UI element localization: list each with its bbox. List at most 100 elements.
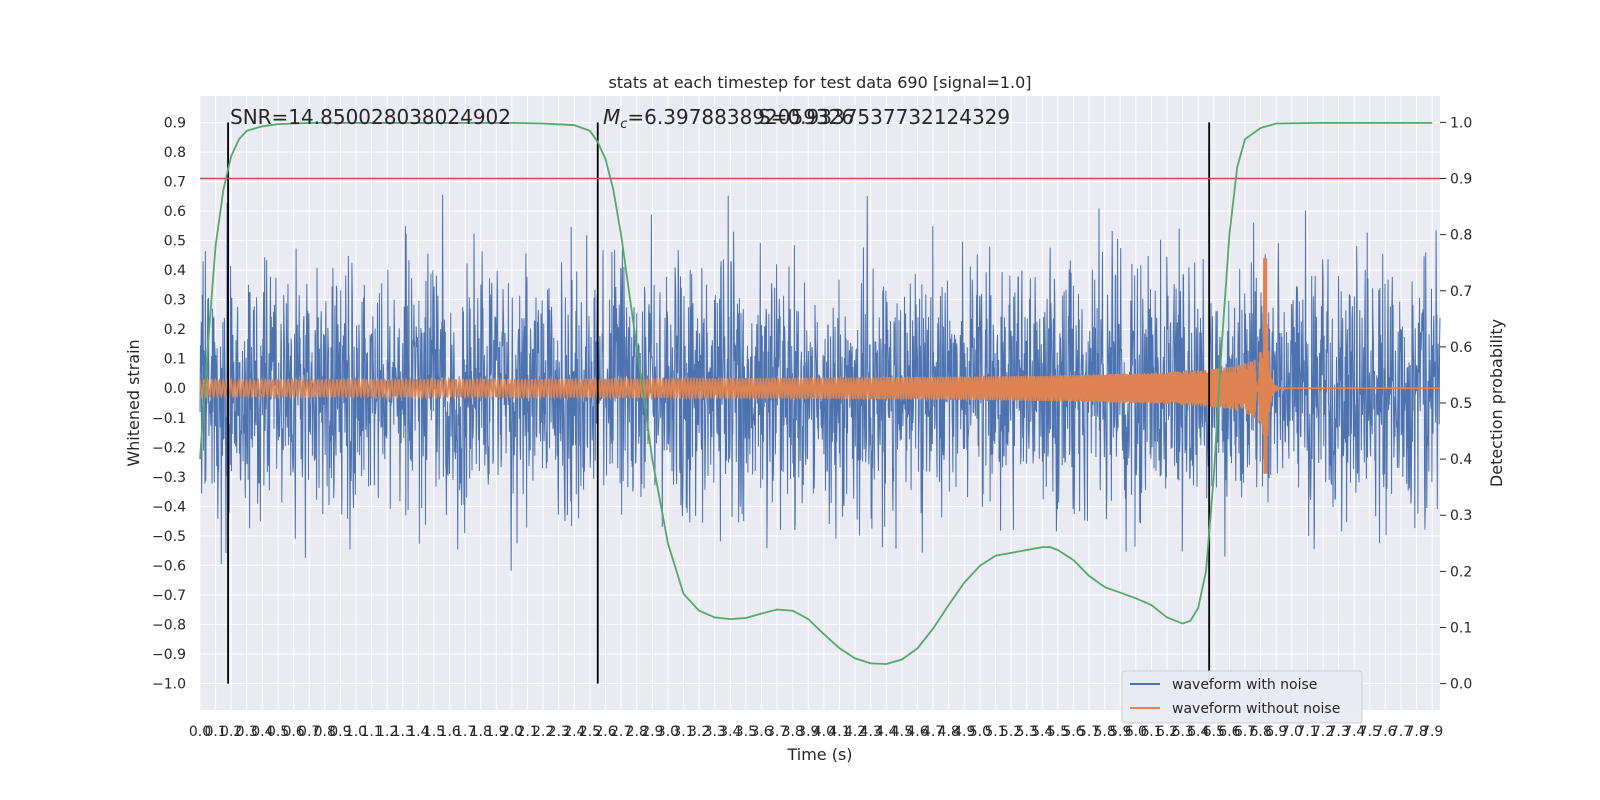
- x-tick-label-77: 7.7: [1390, 724, 1412, 740]
- chirp-mass-symbol: M: [603, 105, 620, 129]
- legend-label-clean: waveform without noise: [1172, 701, 1340, 717]
- right-tick-label-6: 0.6: [1450, 340, 1472, 356]
- series-waveform-without-noise: [199, 258, 1440, 474]
- x-tick-label-49: 4.9: [953, 724, 975, 740]
- x-tick-label-76: 7.6: [1374, 724, 1396, 740]
- x-tick-label-67: 6.7: [1234, 724, 1256, 740]
- left-tick-label-4: −0.6: [152, 558, 186, 574]
- x-tick-label-27: 2.7: [610, 724, 632, 740]
- legend-label-noise: waveform with noise: [1172, 677, 1317, 693]
- x-tick-label-57: 5.7: [1078, 724, 1100, 740]
- right-tick-label-1: 0.1: [1450, 620, 1472, 636]
- x-tick-label-9: 0.9: [329, 724, 351, 740]
- x-tick-label-26: 2.6: [594, 724, 616, 740]
- x-tick-label-11: 1.1: [360, 724, 382, 740]
- x-tick-label-63: 6.3: [1172, 724, 1194, 740]
- x-tick-label-60: 6.0: [1125, 724, 1147, 740]
- x-tick-label-10: 1.0: [345, 724, 367, 740]
- right-tick-label-7: 0.7: [1450, 284, 1472, 300]
- x-tick-label-6: 0.6: [282, 724, 304, 740]
- left-tick-label-8: −0.2: [152, 440, 186, 456]
- left-y-ticks: −1.0 −0.9 −0.8 −0.7 −0.6 −0.5 −0.4 −0.3 −0.2 −0.1…: [152, 116, 186, 693]
- x-tick-label-64: 6.4: [1187, 724, 1209, 740]
- left-tick-label-3: −0.7: [152, 588, 186, 604]
- x-tick-label-59: 5.9: [1109, 724, 1131, 740]
- left-tick-label-6: −0.4: [152, 499, 186, 515]
- x-tick-label-43: 4.3: [860, 724, 882, 740]
- x-tick-label-15: 1.5: [423, 724, 445, 740]
- x-tick-label-29: 2.9: [641, 724, 663, 740]
- x-tick-label-19: 1.9: [485, 724, 507, 740]
- probability-line: [199, 122, 1433, 665]
- x-tick-label-40: 4.0: [813, 724, 835, 740]
- x-tick-label-38: 3.8: [782, 724, 804, 740]
- legend-box: [1121, 670, 1363, 724]
- x-ticks: 0.00.10.20.30.40.50.60.70.80.91.01.11.21…: [189, 724, 1443, 740]
- x-tick-label-75: 7.5: [1359, 724, 1381, 740]
- x-tick-label-18: 1.8: [470, 724, 492, 740]
- left-tick-label-16: 0.6: [164, 204, 186, 220]
- x-tick-label-52: 5.2: [1000, 724, 1022, 740]
- x-tick-label-24: 2.4: [563, 724, 585, 740]
- x-tick-label-17: 1.7: [454, 724, 476, 740]
- x-tick-label-0: 0.0: [189, 724, 211, 740]
- x-tick-label-69: 6.9: [1265, 724, 1287, 740]
- left-tick-label-9: −0.1: [152, 411, 186, 427]
- right-y-ticks: 0.0 0.1 0.2 0.3 0.4 0.5 0.6 0.7 0.8 0.9 1.0: [1440, 115, 1472, 693]
- left-tick-label-2: −0.8: [152, 617, 186, 633]
- left-tick-label-15: 0.5: [164, 234, 186, 250]
- x-tick-label-8: 0.8: [314, 724, 336, 740]
- x-tick-label-36: 3.6: [750, 724, 772, 740]
- x-tick-label-22: 2.2: [532, 724, 554, 740]
- x-tick-label-62: 6.2: [1156, 724, 1178, 740]
- left-tick-label-5: −0.5: [152, 529, 186, 545]
- left-tick-label-13: 0.3: [164, 293, 186, 309]
- x-tick-label-56: 5.6: [1062, 724, 1084, 740]
- x-tick-label-5: 0.5: [267, 724, 289, 740]
- left-tick-label-19: 0.9: [164, 116, 186, 132]
- x-tick-label-71: 7.1: [1296, 724, 1318, 740]
- left-tick-label-17: 0.7: [164, 175, 186, 191]
- x-tick-label-4: 0.4: [251, 724, 273, 740]
- left-tick-label-14: 0.4: [164, 263, 186, 279]
- snr-annotation: SNR=14.850028038024902: [230, 105, 511, 129]
- x-tick-label-34: 3.4: [719, 724, 741, 740]
- x-tick-label-35: 3.5: [735, 724, 757, 740]
- chart-title: stats at each timestep for test data 690…: [608, 73, 1031, 92]
- x-tick-label-28: 2.8: [626, 724, 648, 740]
- x-tick-label-73: 7.3: [1327, 724, 1349, 740]
- x-tick-label-74: 7.4: [1343, 724, 1365, 740]
- right-tick-label-2: 0.2: [1450, 564, 1472, 580]
- x-tick-label-66: 6.6: [1218, 724, 1240, 740]
- chirp-mass-annotation: Mc=6.397883892059326: [603, 105, 854, 132]
- x-tick-label-41: 4.1: [828, 724, 850, 740]
- x-tick-label-12: 1.2: [376, 724, 398, 740]
- x-tick-label-53: 5.3: [1016, 724, 1038, 740]
- x-tick-label-50: 5.0: [969, 724, 991, 740]
- x-tick-label-72: 7.2: [1312, 724, 1334, 740]
- left-tick-label-10: 0.0: [164, 381, 186, 397]
- left-tick-label-12: 0.2: [164, 322, 186, 338]
- x-tick-label-48: 4.8: [938, 724, 960, 740]
- x-tick-label-13: 1.3: [392, 724, 414, 740]
- right-tick-label-0: 0.0: [1450, 677, 1472, 693]
- left-tick-label-7: −0.3: [152, 470, 186, 486]
- x-tick-label-3: 0.3: [236, 724, 258, 740]
- vertical-markers: [227, 122, 1211, 684]
- x-tick-label-54: 5.4: [1031, 724, 1053, 740]
- clean-line: [199, 258, 1440, 474]
- x-tick-label-65: 6.5: [1203, 724, 1225, 740]
- x-tick-label-42: 4.2: [844, 724, 866, 740]
- left-tick-label-0: −1.0: [152, 676, 186, 692]
- x-tick-label-44: 4.4: [875, 724, 897, 740]
- x-tick-label-47: 4.7: [922, 724, 944, 740]
- legend: waveform with noise waveform without noi…: [1121, 670, 1363, 724]
- x-tick-label-79: 7.9: [1421, 724, 1443, 740]
- x-tick-label-46: 4.6: [906, 724, 928, 740]
- right-tick-label-3: 0.3: [1450, 508, 1472, 524]
- left-tick-label-18: 0.8: [164, 145, 186, 161]
- overlap-annotation: S=0.9337537732124329: [758, 105, 1010, 129]
- right-tick-label-4: 0.4: [1450, 452, 1472, 468]
- chirp-mass-subscript: c: [620, 117, 627, 132]
